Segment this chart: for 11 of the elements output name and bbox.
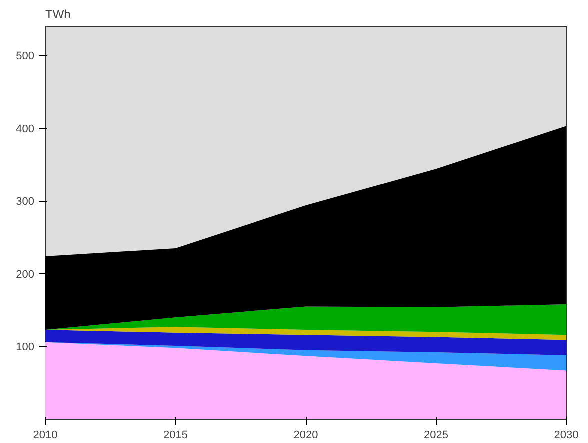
y-tick-label: 500	[16, 50, 35, 63]
x-tick-label: 2030	[554, 430, 579, 442]
y-axis-title: TWh	[46, 8, 71, 22]
x-tick-label: 2015	[164, 430, 188, 442]
y-tick-label: 300	[16, 196, 35, 208]
x-tick-label: 2025	[424, 430, 448, 442]
x-tick-label: 2020	[294, 430, 318, 442]
y-tick-label: 200	[16, 268, 35, 281]
y-tick-label: 100	[16, 342, 35, 354]
x-tick-label: 2010	[33, 430, 58, 442]
y-tick-label: 400	[16, 123, 35, 136]
